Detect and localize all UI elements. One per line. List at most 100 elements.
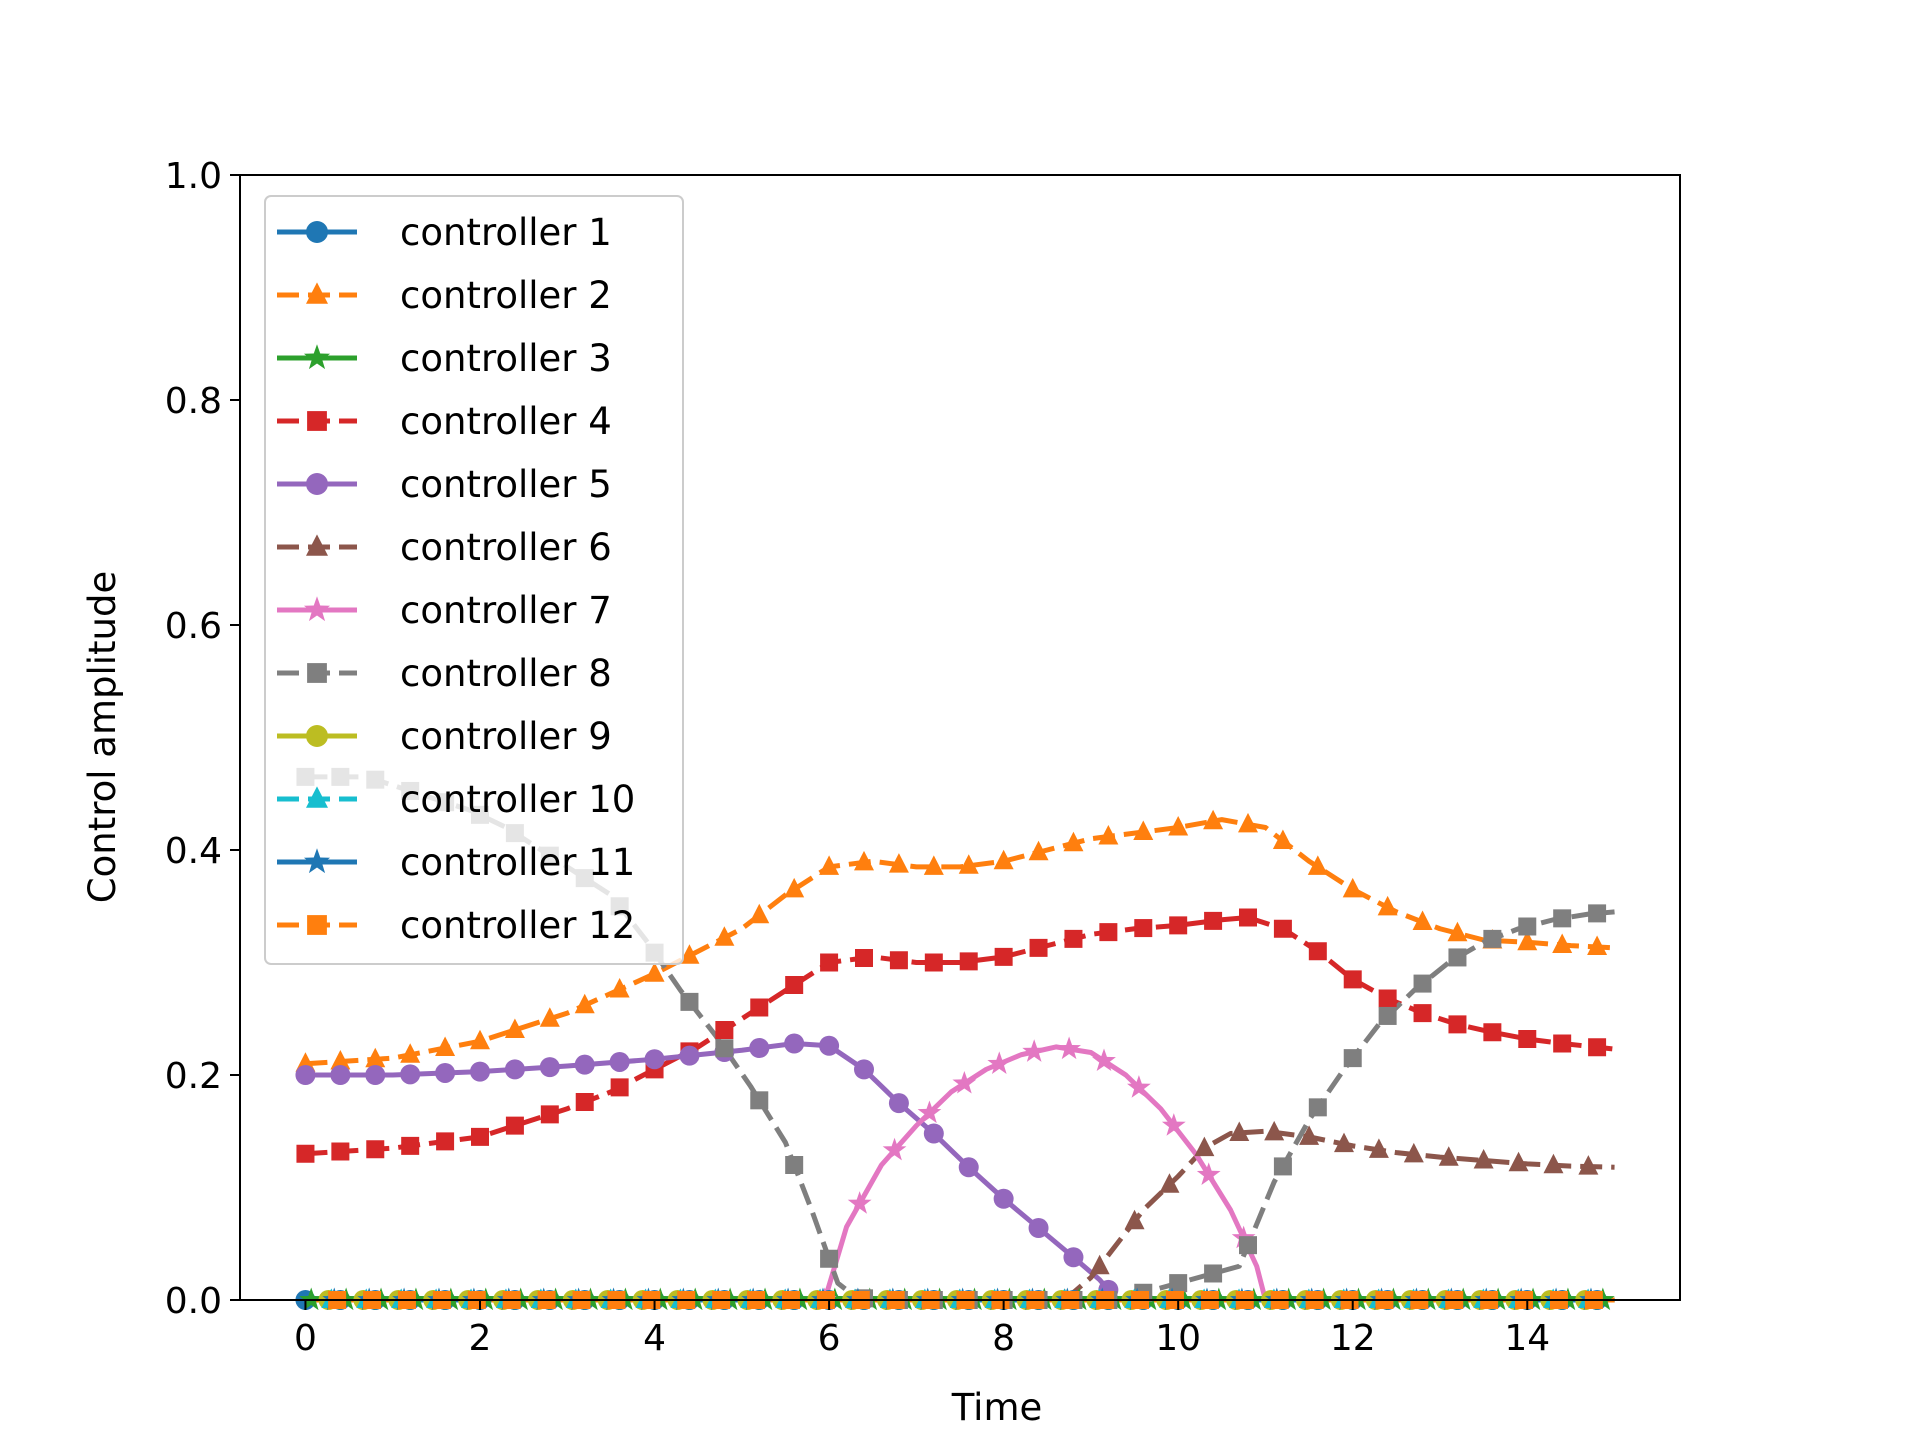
- legend-label-controller-12: controller 12: [400, 904, 635, 947]
- marker-controller-5: [539, 1057, 560, 1078]
- legend-label-controller-9: controller 9: [400, 715, 612, 758]
- marker-controller-2: [854, 850, 874, 871]
- marker-controller-8: [1413, 974, 1432, 993]
- marker-controller-4: [1099, 923, 1118, 942]
- marker-controller-6: [1229, 1121, 1250, 1141]
- legend-marker-controller-10: [306, 786, 328, 808]
- legend-marker-controller-2: [306, 282, 328, 304]
- marker-controller-5: [888, 1093, 909, 1114]
- marker-controller-2: [1587, 935, 1608, 955]
- x-tick-label: 14: [1504, 1318, 1550, 1359]
- marker-controller-5: [784, 1033, 805, 1054]
- legend-label-controller-1: controller 1: [400, 211, 612, 254]
- marker-controller-4: [785, 976, 804, 994]
- marker-controller-6: [1473, 1149, 1494, 1169]
- marker-controller-4: [331, 1142, 350, 1161]
- y-axis: 0.0 0.2 0.4 0.6 0.8 1.0: [165, 156, 240, 1322]
- legend-marker-controller-11: [303, 848, 331, 874]
- marker-controller-2: [888, 853, 909, 873]
- marker-controller-6: [1124, 1209, 1145, 1230]
- marker-controller-8: [1204, 1264, 1223, 1283]
- marker-controller-2: [365, 1047, 386, 1068]
- marker-controller-5: [749, 1038, 770, 1058]
- legend-box: [264, 195, 684, 965]
- x-tick-label: 6: [818, 1318, 841, 1359]
- marker-controller-2: [958, 854, 979, 874]
- marker-controller-8: [1378, 1006, 1397, 1025]
- marker-controller-2: [714, 926, 735, 946]
- marker-controller-2: [400, 1043, 421, 1063]
- marker-controller-4: [505, 1116, 524, 1135]
- marker-controller-4: [436, 1132, 455, 1151]
- marker-controller-7: [917, 1100, 942, 1124]
- marker-controller-8: [1588, 904, 1607, 923]
- marker-controller-5: [923, 1123, 944, 1144]
- marker-controller-5: [504, 1059, 525, 1080]
- legend-label-controller-2: controller 2: [400, 274, 612, 317]
- legend-marker-controller-3: [303, 344, 331, 370]
- marker-controller-4: [1308, 942, 1327, 961]
- legend-label-controller-5: controller 5: [400, 463, 612, 506]
- legend-marker-controller-4: [307, 411, 327, 431]
- marker-controller-4: [366, 1140, 385, 1159]
- marker-controller-5: [365, 1065, 386, 1085]
- marker-controller-7: [1057, 1036, 1081, 1060]
- marker-controller-5: [435, 1062, 456, 1083]
- marker-controller-4: [1029, 938, 1048, 957]
- y-tick-label: 0.4: [165, 831, 222, 872]
- marker-controller-4: [1204, 911, 1223, 930]
- marker-controller-4: [715, 1021, 734, 1039]
- marker-controller-4: [1064, 929, 1083, 948]
- legend-label-controller-4: controller 4: [400, 400, 612, 443]
- marker-controller-4: [1588, 1038, 1607, 1057]
- marker-controller-2: [784, 877, 805, 898]
- x-tick-label: 10: [1155, 1318, 1201, 1359]
- x-tick-label: 4: [643, 1318, 666, 1359]
- marker-controller-7: [1092, 1048, 1116, 1072]
- marker-controller-2: [539, 1007, 560, 1027]
- marker-controller-5: [958, 1157, 979, 1178]
- marker-controller-4: [1134, 919, 1153, 938]
- marker-controller-4: [959, 952, 978, 971]
- marker-controller-5: [470, 1061, 490, 1082]
- marker-controller-4: [1169, 916, 1188, 935]
- marker-controller-2: [819, 855, 840, 875]
- marker-controller-5: [1063, 1247, 1084, 1268]
- legend-marker-controller-5: [306, 473, 328, 495]
- marker-controller-4: [401, 1136, 420, 1155]
- marker-controller-8: [1448, 948, 1467, 967]
- marker-controller-8: [750, 1091, 769, 1110]
- marker-controller-2: [1203, 809, 1224, 830]
- legend-marker-controller-7: [303, 596, 331, 622]
- marker-controller-2: [923, 855, 944, 875]
- marker-controller-8: [1308, 1098, 1327, 1117]
- legend-label-controller-6: controller 6: [400, 526, 612, 569]
- marker-controller-5: [819, 1035, 840, 1056]
- marker-controller-5: [400, 1064, 421, 1085]
- marker-controller-2: [1552, 933, 1573, 953]
- marker-controller-6: [1089, 1254, 1110, 1275]
- marker-controller-6: [1264, 1120, 1285, 1141]
- marker-controller-4: [540, 1105, 559, 1124]
- legend-label-controller-8: controller 8: [400, 652, 612, 695]
- legend-marker-controller-6: [306, 534, 328, 556]
- marker-controller-6: [1508, 1151, 1529, 1172]
- marker-controller-8: [820, 1249, 839, 1268]
- marker-controller-4: [750, 998, 769, 1017]
- y-tick-label: 0.2: [165, 1056, 222, 1097]
- marker-controller-8: [1553, 909, 1572, 928]
- markers-layer: [295, 767, 1615, 1311]
- marker-controller-2: [644, 962, 665, 982]
- marker-controller-6: [1194, 1136, 1215, 1157]
- marker-controller-8: [1343, 1049, 1362, 1068]
- marker-controller-4: [1239, 908, 1257, 927]
- y-tick-label: 0.8: [165, 381, 222, 422]
- marker-controller-2: [504, 1018, 525, 1038]
- x-tick-label: 0: [294, 1318, 317, 1359]
- marker-controller-8: [715, 1039, 734, 1058]
- marker-controller-2: [470, 1029, 490, 1050]
- marker-controller-2: [1412, 910, 1433, 930]
- marker-controller-8: [1273, 1157, 1292, 1176]
- marker-controller-4: [889, 951, 908, 970]
- marker-controller-6: [1299, 1125, 1320, 1145]
